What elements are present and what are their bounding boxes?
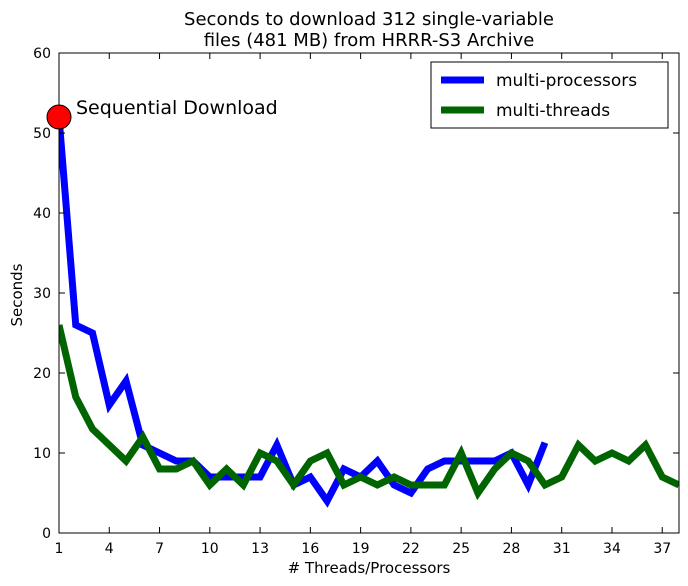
y-tick-label: 0 [42,526,51,542]
annotation-layer: Sequential Download [46,97,278,130]
y-tick-label: 10 [33,446,51,462]
x-tick-label: 25 [452,541,470,557]
legend: multi-processors multi-threads [430,61,669,129]
series-line-multi-processors [59,116,549,508]
y-tick-label: 20 [33,366,51,382]
legend-label-multi-processors: multi-processors [496,71,637,91]
x-tick-label: 37 [653,541,671,557]
legend-label-multi-threads: multi-threads [496,101,610,121]
x-tick-label: 13 [251,541,269,557]
chart-title-line1: Seconds to download 312 single-variable [184,9,554,30]
x-tick-label: 1 [55,541,64,557]
series-line-multi-threads [59,324,679,501]
x-axis-label: # Threads/Processors [288,559,451,577]
x-tick-label: 4 [105,541,114,557]
y-tick-label: 60 [33,46,51,62]
x-tick-label: 16 [301,541,319,557]
x-tick-label: 28 [503,541,521,557]
chart-title-line2: files (481 MB) from HRRR-S3 Archive [204,30,535,51]
y-tick-label: 40 [33,206,51,222]
legend-box [430,61,669,129]
series-layer [59,116,679,508]
y-tick-label: 50 [33,126,51,142]
plot-area [58,52,680,534]
annotation-label: Sequential Download [76,97,278,119]
x-tick-label: 19 [352,541,370,557]
x-tick-label: 7 [155,541,164,557]
x-tick-label: 31 [553,541,571,557]
y-tick-label: 30 [33,286,51,302]
x-tick-label: 34 [603,541,621,557]
x-tick-label: 22 [402,541,420,557]
x-tick-label: 10 [201,541,219,557]
ticks-layer: 1 4 7 10 13 16 19 22 25 28 31 34 37 0 10 20 30 40 50 60 [33,46,679,557]
y-axis-label: Seconds [8,263,26,326]
sequential-download-marker [46,104,72,130]
